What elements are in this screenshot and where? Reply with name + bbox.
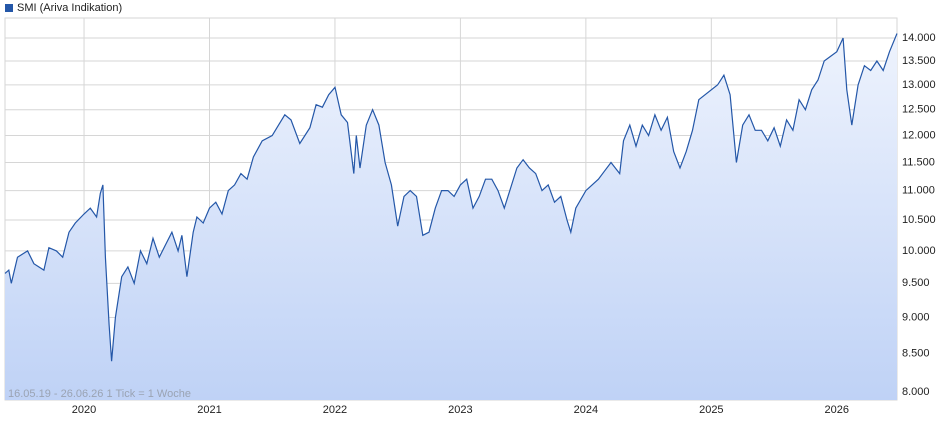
y-tick-label: 9.500 xyxy=(902,277,930,289)
annotation: 16.05.19 - 26.06.26 1 Tick = 1 Woche xyxy=(8,388,191,400)
x-tick-label: 2024 xyxy=(574,404,598,416)
x-tick-label: 2021 xyxy=(197,404,221,416)
y-tick-label: 10.000 xyxy=(902,245,936,257)
x-tick-label: 2022 xyxy=(323,404,347,416)
y-tick-label: 12.000 xyxy=(902,129,936,141)
y-tick-label: 10.500 xyxy=(902,214,936,226)
y-tick-label: 13.500 xyxy=(902,55,936,67)
y-tick-label: 13.000 xyxy=(902,79,936,91)
y-tick-label: 11.500 xyxy=(902,156,935,168)
legend-label: SMI (Ariva Indikation) xyxy=(17,2,122,14)
y-tick-label: 11.000 xyxy=(902,184,935,196)
x-tick-label: 2026 xyxy=(825,404,849,416)
x-tick-label: 2020 xyxy=(72,404,96,416)
y-tick-label: 8.000 xyxy=(902,386,930,398)
y-tick-label: 9.000 xyxy=(902,311,930,323)
area xyxy=(5,33,897,400)
line xyxy=(4,33,898,362)
legend-swatch xyxy=(5,4,13,12)
x-tick-label: 2023 xyxy=(448,404,472,416)
plot-area: 8.000 8.500 9.000 9.500 10.000 10.500 11.000 11… xyxy=(4,17,936,416)
x-tick-label: 2025 xyxy=(699,404,723,416)
y-tick-label: 12.500 xyxy=(902,104,936,116)
y-tick-label: 8.500 xyxy=(902,348,930,360)
y-tick-label: 14.000 xyxy=(902,32,936,44)
